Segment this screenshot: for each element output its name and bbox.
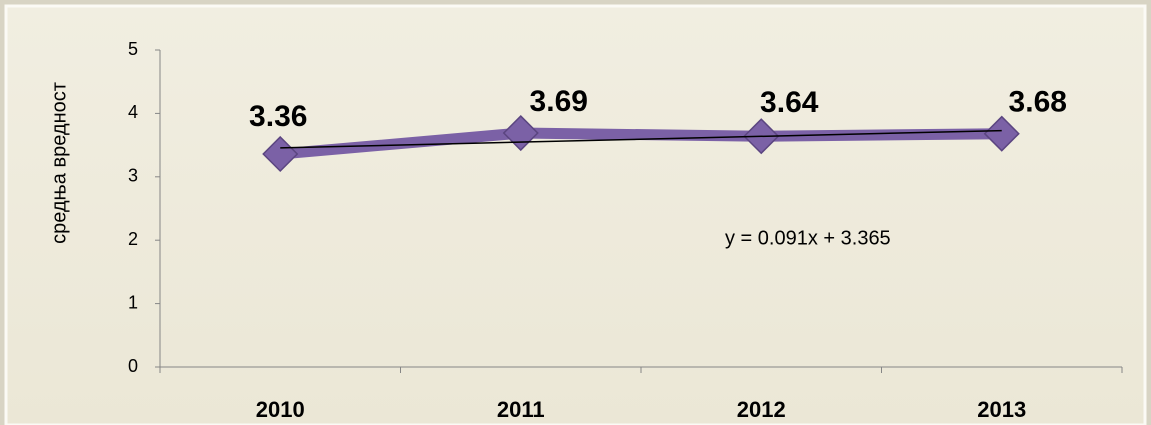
x-tick-label: 2013 [977,397,1026,422]
y-tick-label: 2 [128,229,138,249]
y-tick-label: 1 [128,292,138,312]
marker [983,115,1020,152]
trendline [280,129,1002,149]
y-tick-label: 4 [128,102,138,122]
trendline-equation: y = 0.091x + 3.365 [725,227,891,249]
x-tick-label: 2012 [737,397,786,422]
chart-background [4,4,1147,425]
data-label: 3.68 [1009,86,1067,119]
data-label: 3.64 [760,86,819,119]
series-line [279,127,1002,160]
y-axis-label: средња вредност [48,82,70,244]
x-tick-label: 2011 [497,397,545,422]
data-label: 3.36 [249,100,307,133]
data-label: 3.69 [530,85,588,118]
y-tick-label: 3 [128,166,138,186]
x-tick-label: 2010 [256,397,305,422]
y-tick-label: 5 [128,39,138,59]
y-tick-label: 0 [128,356,138,376]
